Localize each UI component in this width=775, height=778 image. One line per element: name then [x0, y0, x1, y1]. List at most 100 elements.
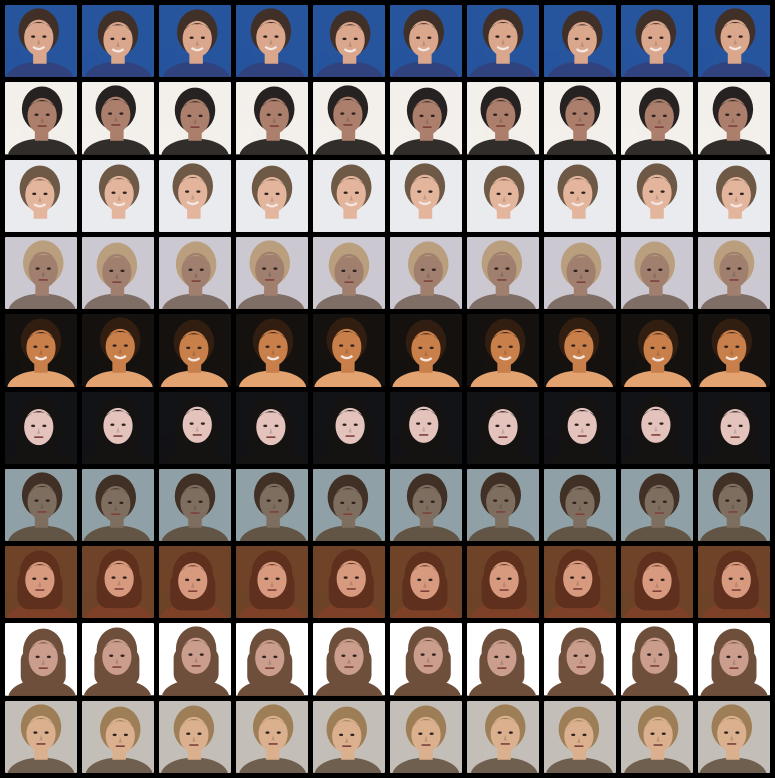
face-thumbnail [544, 700, 616, 773]
face-thumbnail [5, 314, 77, 387]
face-thumbnail [390, 314, 462, 387]
face-thumbnail [698, 5, 770, 78]
face-thumbnail [236, 159, 308, 232]
face-thumbnail [5, 5, 77, 78]
face-thumbnail [544, 159, 616, 232]
face-thumbnail [159, 236, 231, 310]
face-thumbnail [467, 623, 539, 696]
face-thumbnail [390, 159, 462, 232]
face-thumbnail [5, 82, 77, 155]
face-thumbnail [236, 700, 308, 773]
face-thumbnail [159, 159, 231, 232]
face-thumbnail [82, 391, 154, 464]
face-thumbnail [698, 623, 770, 696]
face-thumbnail [313, 623, 385, 696]
face-thumbnail [698, 391, 770, 464]
face-thumbnail [5, 159, 77, 232]
face-thumbnail [621, 314, 693, 387]
face-thumbnail [82, 468, 154, 542]
face-thumbnail [313, 468, 385, 542]
face-thumbnail [236, 314, 308, 387]
face-thumbnail [467, 82, 539, 155]
face-thumbnail [621, 623, 693, 696]
face-thumbnail [698, 236, 770, 310]
face-thumbnail [544, 623, 616, 696]
face-thumbnail [159, 391, 231, 464]
face-thumbnail [698, 314, 770, 387]
face-thumbnail [5, 236, 77, 310]
face-thumbnail [467, 546, 539, 619]
face-thumbnail [621, 159, 693, 232]
face-thumbnail [313, 546, 385, 619]
face-thumbnail [621, 391, 693, 464]
face-thumbnail [698, 468, 770, 542]
face-thumbnail [390, 546, 462, 619]
face-thumbnail [698, 159, 770, 232]
face-thumbnail [159, 623, 231, 696]
face-thumbnail [390, 236, 462, 310]
face-thumbnail [544, 468, 616, 542]
face-thumbnail [236, 5, 308, 78]
face-thumbnail [390, 391, 462, 464]
face-thumbnail [390, 82, 462, 155]
face-thumbnail [5, 468, 77, 542]
face-thumbnail [313, 82, 385, 155]
face-thumbnail [159, 700, 231, 773]
face-thumbnail [313, 391, 385, 464]
face-thumbnail [5, 623, 77, 696]
face-thumbnail [236, 623, 308, 696]
face-thumbnail [544, 314, 616, 387]
face-thumbnail [698, 546, 770, 619]
face-thumbnail [82, 236, 154, 310]
face-thumbnail [621, 236, 693, 310]
face-thumbnail [544, 5, 616, 78]
face-thumbnail [621, 5, 693, 78]
face-thumbnail [544, 546, 616, 619]
face-thumbnail [621, 700, 693, 773]
face-thumbnail [159, 82, 231, 155]
face-thumbnail [467, 314, 539, 387]
face-thumbnail [467, 468, 539, 542]
face-thumbnail [313, 314, 385, 387]
face-thumbnail [159, 314, 231, 387]
face-thumbnail [467, 700, 539, 773]
face-thumbnail [621, 468, 693, 542]
face-thumbnail [621, 82, 693, 155]
face-thumbnail [82, 314, 154, 387]
face-thumbnail [313, 5, 385, 78]
face-thumbnail [390, 468, 462, 542]
face-thumbnail [82, 700, 154, 773]
face-thumbnail [467, 236, 539, 310]
face-thumbnail [159, 546, 231, 619]
face-thumbnail [5, 546, 77, 619]
face-thumbnail [698, 700, 770, 773]
face-thumbnail [82, 623, 154, 696]
face-thumbnail [159, 5, 231, 78]
face-thumbnail [313, 700, 385, 773]
face-thumbnail [698, 82, 770, 155]
face-thumbnail [544, 391, 616, 464]
face-thumbnail [313, 159, 385, 232]
face-thumbnail [236, 236, 308, 310]
face-thumbnail [467, 159, 539, 232]
face-thumbnail [544, 236, 616, 310]
face-thumbnail [313, 236, 385, 310]
face-thumbnail [236, 391, 308, 464]
face-thumbnail [82, 546, 154, 619]
face-thumbnail [544, 82, 616, 155]
face-thumbnail [390, 700, 462, 773]
face-thumbnail [5, 700, 77, 773]
face-thumbnail [236, 468, 308, 542]
face-thumbnail [5, 391, 77, 464]
face-thumbnail [236, 82, 308, 155]
face-thumbnail [467, 5, 539, 78]
face-thumbnail [82, 82, 154, 155]
face-thumbnail [82, 5, 154, 78]
face-thumbnail [236, 546, 308, 619]
face-thumbnail [82, 159, 154, 232]
face-thumbnail [390, 623, 462, 696]
face-thumbnail [621, 546, 693, 619]
face-thumbnail [467, 391, 539, 464]
face-thumbnail [390, 5, 462, 78]
